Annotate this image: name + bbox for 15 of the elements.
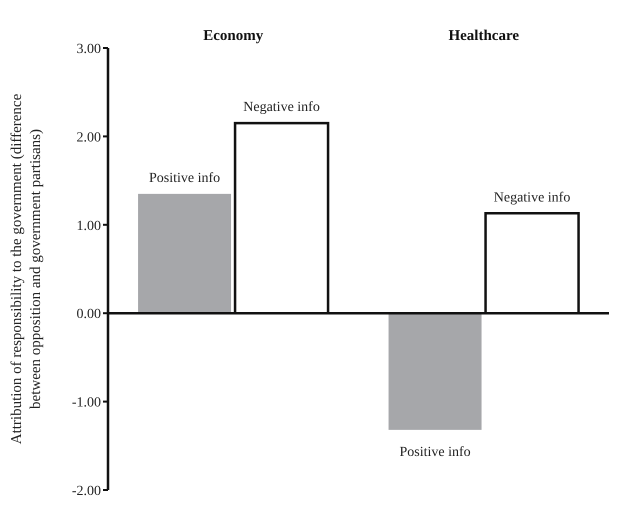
text: Positive info (399, 444, 471, 460)
y-tick-label: 1.00 (76, 218, 101, 234)
series-label: Negative info (243, 100, 320, 116)
x-tick-label: Economy (203, 28, 264, 44)
series-label: Positive info (148, 170, 220, 186)
y-tick-label: 2.00 (76, 130, 101, 146)
y-tick-label: 0.00 (76, 307, 101, 322)
bar (138, 194, 232, 314)
y-tick-label: -2.00 (72, 484, 101, 499)
y-tick-label: 3.00 (76, 42, 101, 57)
y-tick-label: -1.00 (72, 396, 101, 411)
y-axis-title: Attribution of responsibility to the government (difference between opposition and government partisans) (9, 93, 44, 444)
x-tick-label: Healthcare (448, 28, 520, 44)
text: Negative info (494, 190, 570, 206)
bar (388, 313, 482, 430)
